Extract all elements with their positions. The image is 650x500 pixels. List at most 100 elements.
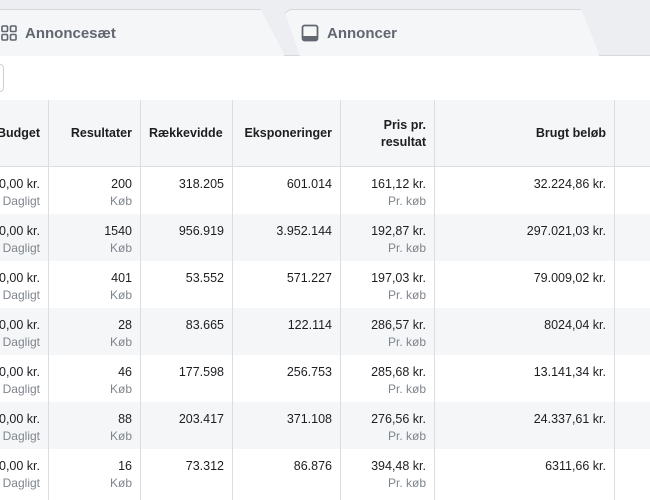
table-row[interactable]: 0,00 kr. Dagligt 1540 Køb 956.919 3.952.144 19… (0, 214, 650, 261)
table-row[interactable]: 0,00 kr. Dagligt 88 Køb 203.417 371.108 276,56… (0, 402, 650, 449)
cell-value: 24.337,61 kr. (533, 412, 606, 426)
column-divider[interactable] (140, 100, 141, 500)
budget-cell: 0,00 kr. Dagligt (0, 176, 48, 210)
cell-subtext: Pr. køb (387, 194, 426, 208)
reach-cell: 83.665 (140, 317, 232, 334)
cell-value: 79.009,02 kr. (533, 271, 606, 285)
cost-per-result-cell: 161,12 kr. Pr. køb (340, 176, 434, 210)
results-cell: 28 Køb (48, 317, 140, 351)
cell-value: 285,68 kr. (371, 365, 426, 379)
cell-value: 88 (118, 412, 132, 426)
cell-value: 16 (118, 459, 132, 473)
cell-subtext: Pr. køb (387, 241, 426, 255)
column-header-results[interactable]: Resultater (70, 126, 132, 140)
tab-bar: Annoncesæt Annoncer (0, 0, 650, 56)
cell-subtext: Dagligt (2, 335, 40, 349)
cell-value: 197,03 kr. (371, 271, 426, 285)
cell-subtext: Pr. køb (387, 335, 426, 349)
reach-cell: 73.312 (140, 458, 232, 475)
impressions-cell: 601.014 (232, 176, 340, 193)
cell-subtext: Pr. køb (387, 429, 426, 443)
column-header-reach[interactable]: Rækkevidde (149, 126, 223, 140)
table-header: Budget Resultater Rækkevidde Eksponering… (0, 100, 650, 167)
cell-value: 601.014 (286, 177, 332, 191)
cell-value: 0,00 kr. (0, 412, 40, 426)
cell-value: 6311,66 kr. (545, 459, 606, 473)
tab-ads[interactable]: Annoncer (284, 9, 600, 56)
cell-subtext: Køb (109, 382, 132, 396)
cell-value: 0,00 kr. (0, 177, 40, 191)
table-row[interactable]: 0,00 kr. Dagligt 16 Køb 73.312 86.876 394,48 k… (0, 449, 650, 496)
cost-per-result-cell: 394,48 kr. Pr. køb (340, 458, 434, 492)
cell-subtext: Dagligt (2, 241, 40, 255)
cell-value: 286,57 kr. (371, 318, 426, 332)
cell-value: 28 (118, 318, 132, 332)
amount-spent-cell: 8024,04 kr. (434, 317, 614, 334)
cell-value: 956.919 (178, 224, 224, 238)
toolbar-button[interactable] (0, 64, 4, 92)
cost-per-result-cell: 197,03 kr. Pr. køb (340, 270, 434, 304)
column-divider[interactable] (232, 100, 233, 500)
amount-spent-cell: 24.337,61 kr. (434, 411, 614, 428)
cell-value: 401 (111, 271, 132, 285)
cell-value: 8024,04 kr. (544, 318, 606, 332)
amount-spent-cell: 32.224,86 kr. (434, 176, 614, 193)
impressions-cell: 371.108 (232, 411, 340, 428)
cell-value: 161,12 kr. (371, 177, 426, 191)
table-row[interactable]: 0,00 kr. Dagligt 28 Køb 83.665 122.114 286,57 … (0, 308, 650, 355)
cell-value: 203.417 (178, 412, 224, 426)
cell-subtext: Køb (109, 288, 132, 302)
cost-per-result-cell: 276,56 kr. Pr. køb (340, 411, 434, 445)
table-row[interactable]: 0,00 kr. Dagligt 200 Køb 318.205 601.014 161,1… (0, 167, 650, 214)
cell-value: 192,87 kr. (371, 224, 426, 238)
cell-value: 0,00 kr. (0, 459, 40, 473)
column-divider[interactable] (434, 100, 435, 500)
column-header-cost-per-result[interactable]: Pris pr. resultat (380, 117, 426, 149)
reach-cell: 53.552 (140, 270, 232, 287)
cell-value: 1540 (104, 224, 132, 238)
cell-value: 394,48 kr. (371, 459, 426, 473)
tab-label: Annoncesæt (25, 24, 116, 42)
cell-subtext: Pr. køb (387, 288, 426, 302)
column-header-budget[interactable]: Budget (0, 126, 40, 140)
cost-per-result-cell: 286,57 kr. Pr. køb (340, 317, 434, 351)
cost-per-result-cell: 285,68 kr. Pr. køb (340, 364, 434, 398)
reach-cell: 203.417 (140, 411, 232, 428)
cell-value: 177.598 (178, 365, 224, 379)
cell-value: 318.205 (178, 177, 224, 191)
cell-subtext: Dagligt (2, 382, 40, 396)
cell-value: 53.552 (185, 271, 224, 285)
cell-value: 256.753 (286, 365, 332, 379)
cell-value: 86.876 (293, 459, 332, 473)
cell-subtext: Køb (109, 476, 132, 490)
cost-per-result-cell: 192,87 kr. Pr. køb (340, 223, 434, 257)
column-header-impressions[interactable]: Eksponeringer (244, 126, 332, 140)
impressions-cell: 3.952.144 (232, 223, 340, 240)
table-row[interactable]: 0,00 kr. Dagligt 401 Køb 53.552 571.227 197,03… (0, 261, 650, 308)
cell-value: 73.312 (185, 459, 224, 473)
column-divider[interactable] (48, 100, 49, 500)
reach-cell: 177.598 (140, 364, 232, 381)
impressions-cell: 122.114 (232, 317, 340, 334)
table-row[interactable]: 0,00 kr. Dagligt 46 Køb 177.598 256.753 285,68… (0, 355, 650, 402)
cell-subtext: Dagligt (2, 429, 40, 443)
cell-subtext: Dagligt (2, 476, 40, 490)
cell-value: 0,00 kr. (0, 271, 40, 285)
amount-spent-cell: 13.141,34 kr. (434, 364, 614, 381)
cell-value: 200 (111, 177, 132, 191)
results-cell: 46 Køb (48, 364, 140, 398)
tab-label: Annoncer (327, 24, 398, 42)
cell-subtext: Pr. køb (387, 476, 426, 490)
tab-ad-sets[interactable]: Annoncesæt (0, 9, 285, 56)
ad-icon (301, 24, 319, 42)
column-header-amount-spent[interactable]: Brugt beløb (535, 126, 606, 140)
column-divider[interactable] (614, 100, 615, 500)
cell-subtext: Køb (109, 429, 132, 443)
results-cell: 88 Køb (48, 411, 140, 445)
cell-subtext: Pr. køb (387, 382, 426, 396)
cell-subtext: Dagligt (2, 194, 40, 208)
amount-spent-cell: 6311,66 kr. (434, 458, 614, 475)
budget-cell: 0,00 kr. Dagligt (0, 411, 48, 445)
results-cell: 1540 Køb (48, 223, 140, 257)
column-divider[interactable] (340, 100, 341, 500)
